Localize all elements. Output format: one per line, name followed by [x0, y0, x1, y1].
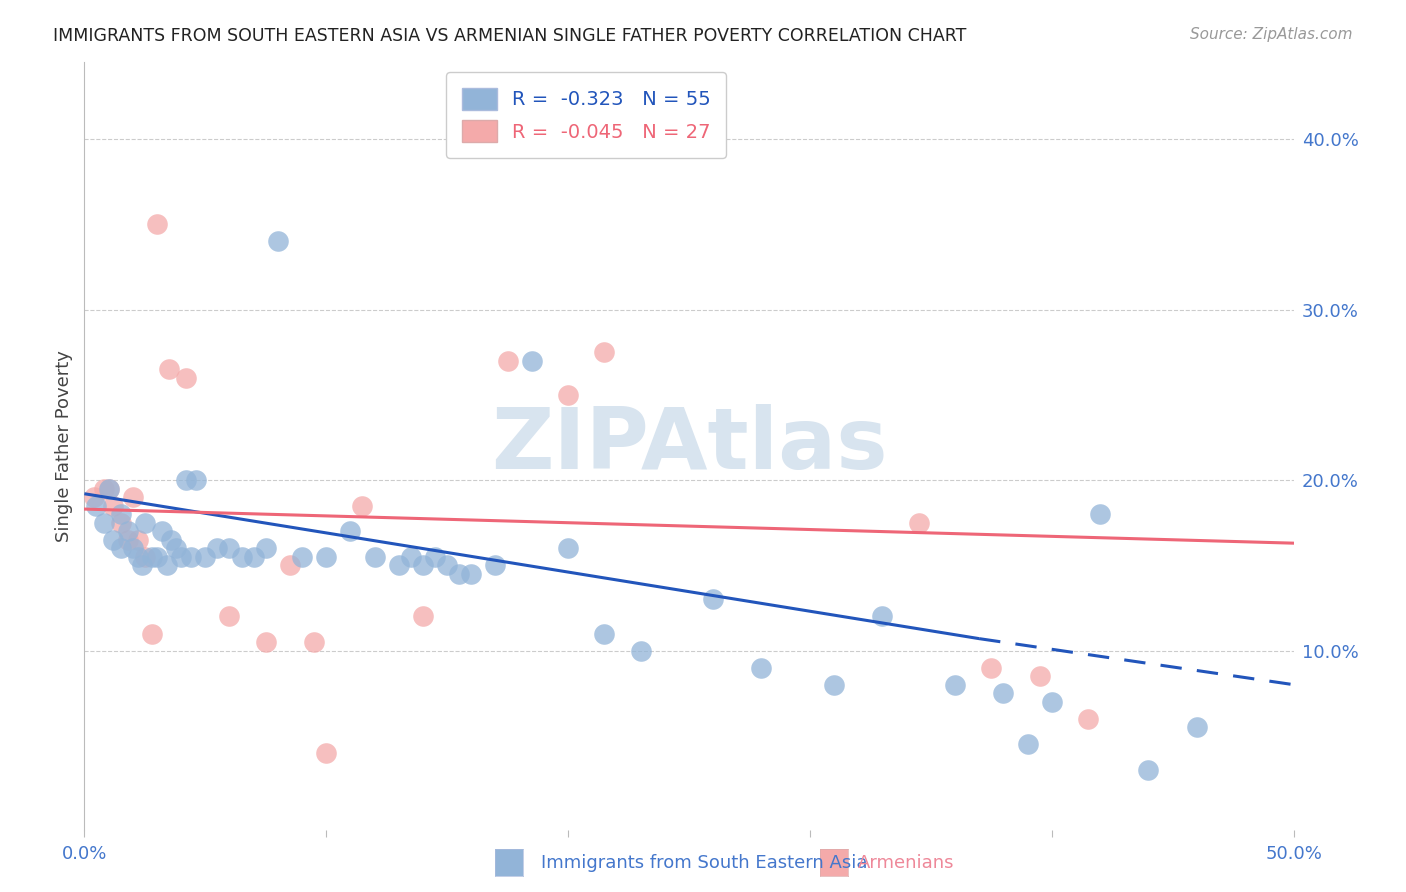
Point — [254, 541, 277, 556]
Point — [110, 541, 132, 556]
Point — [165, 541, 187, 556]
Point — [412, 558, 434, 573]
Point — [315, 549, 337, 564]
Point — [1077, 712, 1099, 726]
Point — [207, 541, 229, 556]
Point — [110, 507, 132, 521]
Point — [593, 626, 616, 640]
Point — [557, 541, 579, 556]
Point — [97, 482, 120, 496]
Point — [1040, 695, 1063, 709]
Point — [121, 541, 143, 556]
Legend: R =  -0.323   N = 55, R =  -0.045   N = 27: R = -0.323 N = 55, R = -0.045 N = 27 — [446, 72, 727, 158]
Point — [399, 549, 422, 564]
Point — [423, 549, 446, 564]
Point — [751, 660, 773, 674]
Point — [496, 353, 519, 368]
Point — [872, 609, 894, 624]
Point — [278, 558, 301, 573]
Point — [134, 516, 156, 530]
Point — [218, 609, 240, 624]
Point — [1028, 669, 1050, 683]
Point — [131, 558, 153, 573]
Point — [484, 558, 506, 573]
Point — [141, 626, 163, 640]
Point — [83, 490, 105, 504]
Point — [231, 549, 253, 564]
Point — [943, 678, 966, 692]
Point — [980, 660, 1002, 674]
Point — [1137, 763, 1160, 777]
Point — [823, 678, 845, 692]
Text: Immigrants from South Eastern Asia: Immigrants from South Eastern Asia — [541, 855, 868, 872]
Point — [254, 635, 277, 649]
Point — [352, 499, 374, 513]
Point — [121, 490, 143, 504]
Point — [103, 533, 125, 547]
Point — [520, 353, 543, 368]
Point — [412, 609, 434, 624]
Point — [291, 549, 314, 564]
Point — [993, 686, 1015, 700]
Point — [97, 482, 120, 496]
Point — [117, 524, 139, 539]
Point — [630, 643, 652, 657]
Point — [184, 473, 207, 487]
Point — [302, 635, 325, 649]
Point — [155, 558, 177, 573]
Text: Source: ZipAtlas.com: Source: ZipAtlas.com — [1189, 27, 1353, 42]
Point — [157, 362, 180, 376]
Point — [339, 524, 361, 539]
Point — [150, 524, 173, 539]
Point — [460, 566, 482, 581]
Point — [110, 516, 132, 530]
Y-axis label: Single Father Poverty: Single Father Poverty — [55, 350, 73, 542]
Point — [1088, 507, 1111, 521]
Point — [1017, 737, 1039, 751]
Point — [907, 516, 929, 530]
Point — [127, 549, 149, 564]
Point — [127, 533, 149, 547]
Point — [449, 566, 471, 581]
Point — [86, 499, 108, 513]
Point — [134, 549, 156, 564]
Text: IMMIGRANTS FROM SOUTH EASTERN ASIA VS ARMENIAN SINGLE FATHER POVERTY CORRELATION: IMMIGRANTS FROM SOUTH EASTERN ASIA VS AR… — [53, 27, 967, 45]
Point — [180, 549, 202, 564]
Point — [93, 516, 115, 530]
Point — [593, 345, 616, 359]
Point — [160, 533, 183, 547]
Point — [170, 549, 193, 564]
Point — [93, 482, 115, 496]
Point — [242, 549, 264, 564]
Point — [315, 746, 337, 760]
Point — [557, 388, 579, 402]
Point — [388, 558, 411, 573]
Point — [174, 473, 197, 487]
Point — [141, 549, 163, 564]
Point — [194, 549, 217, 564]
Point — [267, 235, 290, 249]
Point — [146, 549, 169, 564]
Point — [436, 558, 458, 573]
Point — [146, 218, 169, 232]
Point — [117, 533, 139, 547]
Text: Armenians: Armenians — [858, 855, 955, 872]
Point — [1185, 720, 1208, 734]
Point — [702, 592, 724, 607]
Text: ZIPAtlas: ZIPAtlas — [491, 404, 887, 488]
Point — [174, 371, 197, 385]
Point — [363, 549, 385, 564]
Point — [218, 541, 240, 556]
Point — [103, 499, 125, 513]
